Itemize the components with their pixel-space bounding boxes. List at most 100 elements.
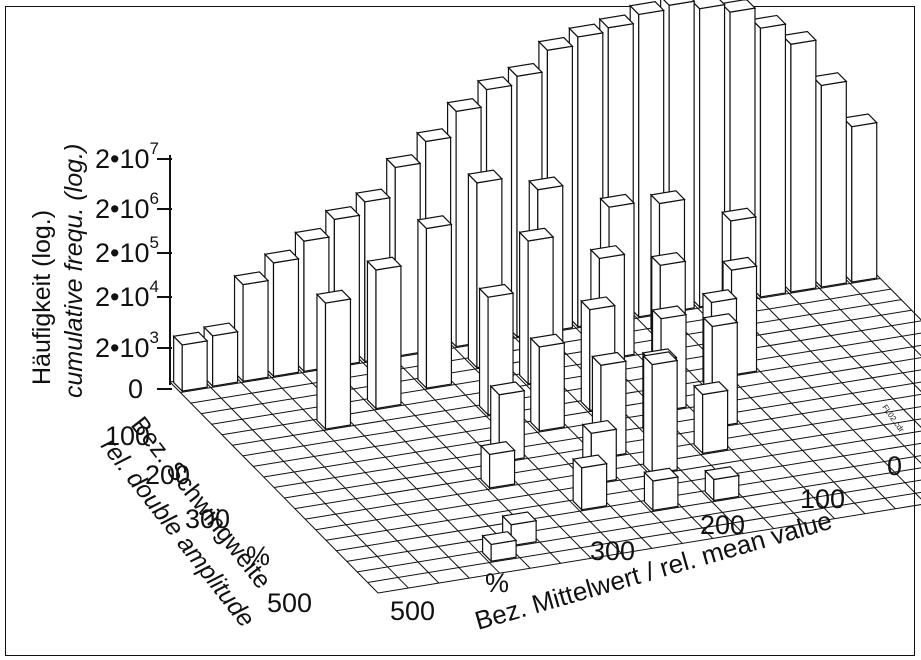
- bar-top: [529, 333, 566, 348]
- bar-top: [721, 256, 758, 271]
- bar: [643, 467, 680, 512]
- y-tick-label: 300: [185, 504, 230, 534]
- bar-front-face: [181, 340, 208, 392]
- bar-left-face: [316, 292, 327, 431]
- grid-line: [747, 287, 921, 464]
- bar-front-face: [702, 389, 729, 455]
- bar-top: [589, 245, 626, 260]
- bar: [202, 322, 239, 388]
- bar-top: [650, 251, 687, 266]
- bar: [692, 381, 729, 455]
- bar: [172, 331, 209, 393]
- y-tick-label: 100: [105, 421, 150, 451]
- z-tick-label: 2•107: [95, 139, 159, 174]
- y-ticks: 100 200 300% 500: [105, 421, 312, 618]
- bar-top: [507, 62, 544, 77]
- bar-left-face: [366, 259, 377, 411]
- bar-top: [315, 289, 352, 304]
- bar-top: [366, 256, 403, 271]
- grid-line: [200, 376, 409, 589]
- bar-left-face: [643, 354, 653, 476]
- bar-top: [294, 227, 331, 242]
- bar-top: [528, 176, 564, 191]
- bar: [571, 454, 608, 512]
- bar-front-face: [651, 359, 678, 475]
- bar-top: [263, 249, 300, 264]
- bar-top: [721, 207, 757, 222]
- bar-left-face: [417, 218, 428, 390]
- grid-line: [230, 371, 440, 584]
- grid-line: [336, 455, 921, 552]
- z-axis-label-en: cumulative frequ. (log.): [60, 144, 88, 398]
- bar-top: [172, 331, 209, 346]
- bar-top: [355, 188, 392, 203]
- bar: [263, 249, 300, 378]
- bar-top: [415, 128, 452, 143]
- bar-front-face: [759, 23, 787, 298]
- grid-line: [169, 381, 379, 594]
- bar-top: [416, 215, 453, 230]
- bar-top: [702, 313, 739, 328]
- bar-top: [518, 227, 555, 242]
- bar-top: [479, 441, 516, 456]
- z-axis-label-de: Häufigkeit (log.): [28, 210, 56, 385]
- bar-left-face: [693, 384, 704, 455]
- bar-top: [591, 351, 628, 366]
- bar-top: [580, 296, 616, 311]
- bar-top: [649, 190, 686, 205]
- grid-line: [377, 504, 921, 594]
- bar-top: [581, 419, 618, 434]
- bar: [479, 441, 516, 490]
- bar-front-face: [212, 331, 239, 387]
- bar: [315, 289, 352, 431]
- grid-line: [808, 277, 921, 393]
- bar: [366, 256, 403, 411]
- bar-front-face: [538, 342, 565, 432]
- bar-top: [385, 154, 422, 169]
- bar-top: [324, 206, 361, 221]
- bar: [416, 215, 453, 390]
- bar-top: [501, 511, 538, 526]
- x-ticks: 0 100 200 300% 500: [390, 451, 902, 626]
- bar: [750, 14, 787, 299]
- z-tick-label: 0: [128, 374, 143, 404]
- bar-top: [467, 169, 504, 184]
- bar-top: [446, 97, 483, 112]
- bar-top: [651, 305, 688, 320]
- grid-line: [839, 272, 921, 357]
- y-tick-label: 200: [145, 460, 190, 490]
- z-tick-label: 2•105: [95, 233, 159, 268]
- bar: [704, 466, 741, 502]
- bar-top: [537, 36, 574, 51]
- bar-front-face: [425, 223, 453, 389]
- bar: [642, 351, 679, 476]
- bar-top: [568, 23, 605, 38]
- bar-left-face: [580, 299, 591, 412]
- bar-top: [476, 76, 513, 91]
- bar-top: [202, 322, 239, 337]
- grid-line: [260, 366, 470, 579]
- bar-top: [599, 193, 636, 208]
- grid-line: [367, 491, 921, 583]
- bar-front-face: [820, 80, 847, 288]
- z-tick-label: 2•106: [95, 189, 159, 224]
- bar-left-face: [173, 334, 183, 393]
- bar-top: [481, 531, 518, 546]
- grid-line: [443, 337, 653, 549]
- y-tick-label: %: [246, 541, 270, 571]
- grid-line: [321, 356, 531, 569]
- bars-group: [172, 0, 878, 563]
- bar: [841, 113, 878, 284]
- bar: [233, 271, 270, 383]
- bar-top: [598, 14, 635, 29]
- bar-top: [692, 381, 729, 396]
- bar-front-face: [581, 462, 608, 511]
- bar-left-face: [530, 336, 540, 433]
- bar-top: [663, 0, 696, 6]
- bar-front-face: [652, 476, 679, 512]
- x-tick-label: 0: [887, 451, 902, 481]
- bar-top: [571, 454, 608, 469]
- bar-front-face: [790, 39, 817, 293]
- z-tick-label: 2•103: [95, 328, 159, 363]
